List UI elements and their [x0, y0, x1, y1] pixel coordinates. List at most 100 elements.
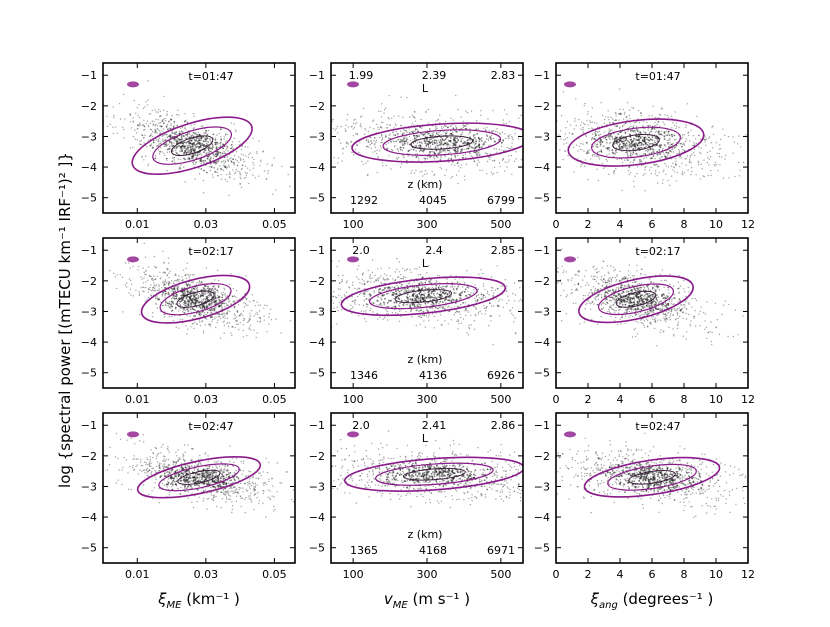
data-point [738, 175, 740, 177]
data-point [553, 130, 554, 131]
data-point [171, 309, 174, 312]
data-point [605, 138, 608, 141]
data-point [454, 139, 457, 142]
scatter-cloud [66, 69, 295, 197]
data-point [168, 293, 170, 296]
data-point [170, 303, 172, 306]
data-point [179, 166, 181, 168]
data-point [439, 136, 442, 139]
data-point [347, 143, 350, 145]
data-point [370, 139, 372, 142]
data-point [269, 308, 272, 310]
data-point [615, 149, 617, 152]
data-point [190, 135, 193, 137]
data-point [335, 127, 337, 129]
data-point [287, 173, 289, 176]
data-point [575, 163, 576, 164]
data-point [407, 150, 410, 153]
data-point [704, 141, 706, 143]
data-point [220, 178, 223, 180]
data-point [485, 296, 487, 298]
data-point [358, 304, 360, 306]
data-point [737, 143, 739, 145]
data-point [259, 317, 261, 320]
data-point [194, 309, 197, 312]
data-point [162, 291, 164, 294]
data-point [358, 278, 360, 280]
data-point [353, 154, 355, 156]
data-point [594, 132, 596, 134]
data-point [205, 136, 207, 138]
data-point [210, 294, 213, 296]
data-point [182, 302, 185, 304]
data-point [229, 177, 231, 179]
data-point [183, 303, 185, 306]
data-point [714, 165, 716, 167]
data-point [224, 306, 226, 308]
data-point [641, 139, 644, 142]
data-point [445, 137, 447, 139]
data-point [204, 293, 206, 295]
data-point [530, 137, 531, 138]
data-point [232, 169, 234, 171]
data-point [447, 161, 450, 163]
data-point [427, 108, 430, 111]
data-point [415, 145, 418, 147]
data-point [410, 271, 412, 273]
data-point [682, 136, 684, 139]
data-point [371, 271, 374, 274]
data-point [214, 137, 217, 140]
data-point [581, 149, 583, 151]
data-point [416, 142, 419, 144]
data-point [400, 146, 402, 149]
data-point [394, 145, 396, 147]
data-point [118, 103, 121, 105]
data-point [223, 150, 225, 153]
data-point [727, 135, 730, 138]
data-point [190, 157, 193, 160]
data-point [232, 288, 235, 290]
data-point [309, 266, 310, 267]
data-point [423, 139, 426, 141]
panel-r1-c0: −1−2−3−4−50.01 0.03 0.05t=02:17 [81, 237, 296, 406]
data-point [651, 148, 653, 150]
data-point [670, 175, 673, 177]
data-point [147, 163, 150, 165]
data-point [424, 170, 427, 172]
data-point [159, 150, 162, 153]
data-point [157, 109, 160, 111]
data-point [508, 299, 510, 302]
data-point [171, 130, 173, 133]
data-point [193, 127, 195, 129]
data-point [684, 126, 687, 128]
data-point [534, 127, 535, 128]
data-point [66, 69, 67, 70]
data-point [190, 124, 193, 126]
data-point [398, 276, 400, 278]
data-point [404, 130, 407, 132]
data-point [388, 267, 390, 269]
data-point [620, 145, 623, 148]
data-point [222, 291, 224, 294]
data-point [235, 168, 237, 171]
data-point [224, 178, 227, 180]
data-point [165, 157, 168, 160]
data-point [381, 137, 384, 139]
data-point [130, 127, 133, 129]
data-point [350, 304, 352, 306]
data-point [292, 147, 293, 148]
data-point [387, 116, 389, 119]
data-point [678, 150, 681, 152]
data-point [442, 149, 444, 152]
data-point [181, 150, 183, 153]
data-point [170, 123, 172, 125]
data-point [126, 282, 128, 284]
data-point [203, 312, 206, 314]
data-point [463, 140, 466, 143]
data-point [380, 296, 382, 299]
data-point [341, 160, 343, 162]
data-point [690, 167, 693, 169]
data-point [429, 145, 432, 147]
data-point [484, 129, 487, 132]
data-point [430, 138, 432, 140]
